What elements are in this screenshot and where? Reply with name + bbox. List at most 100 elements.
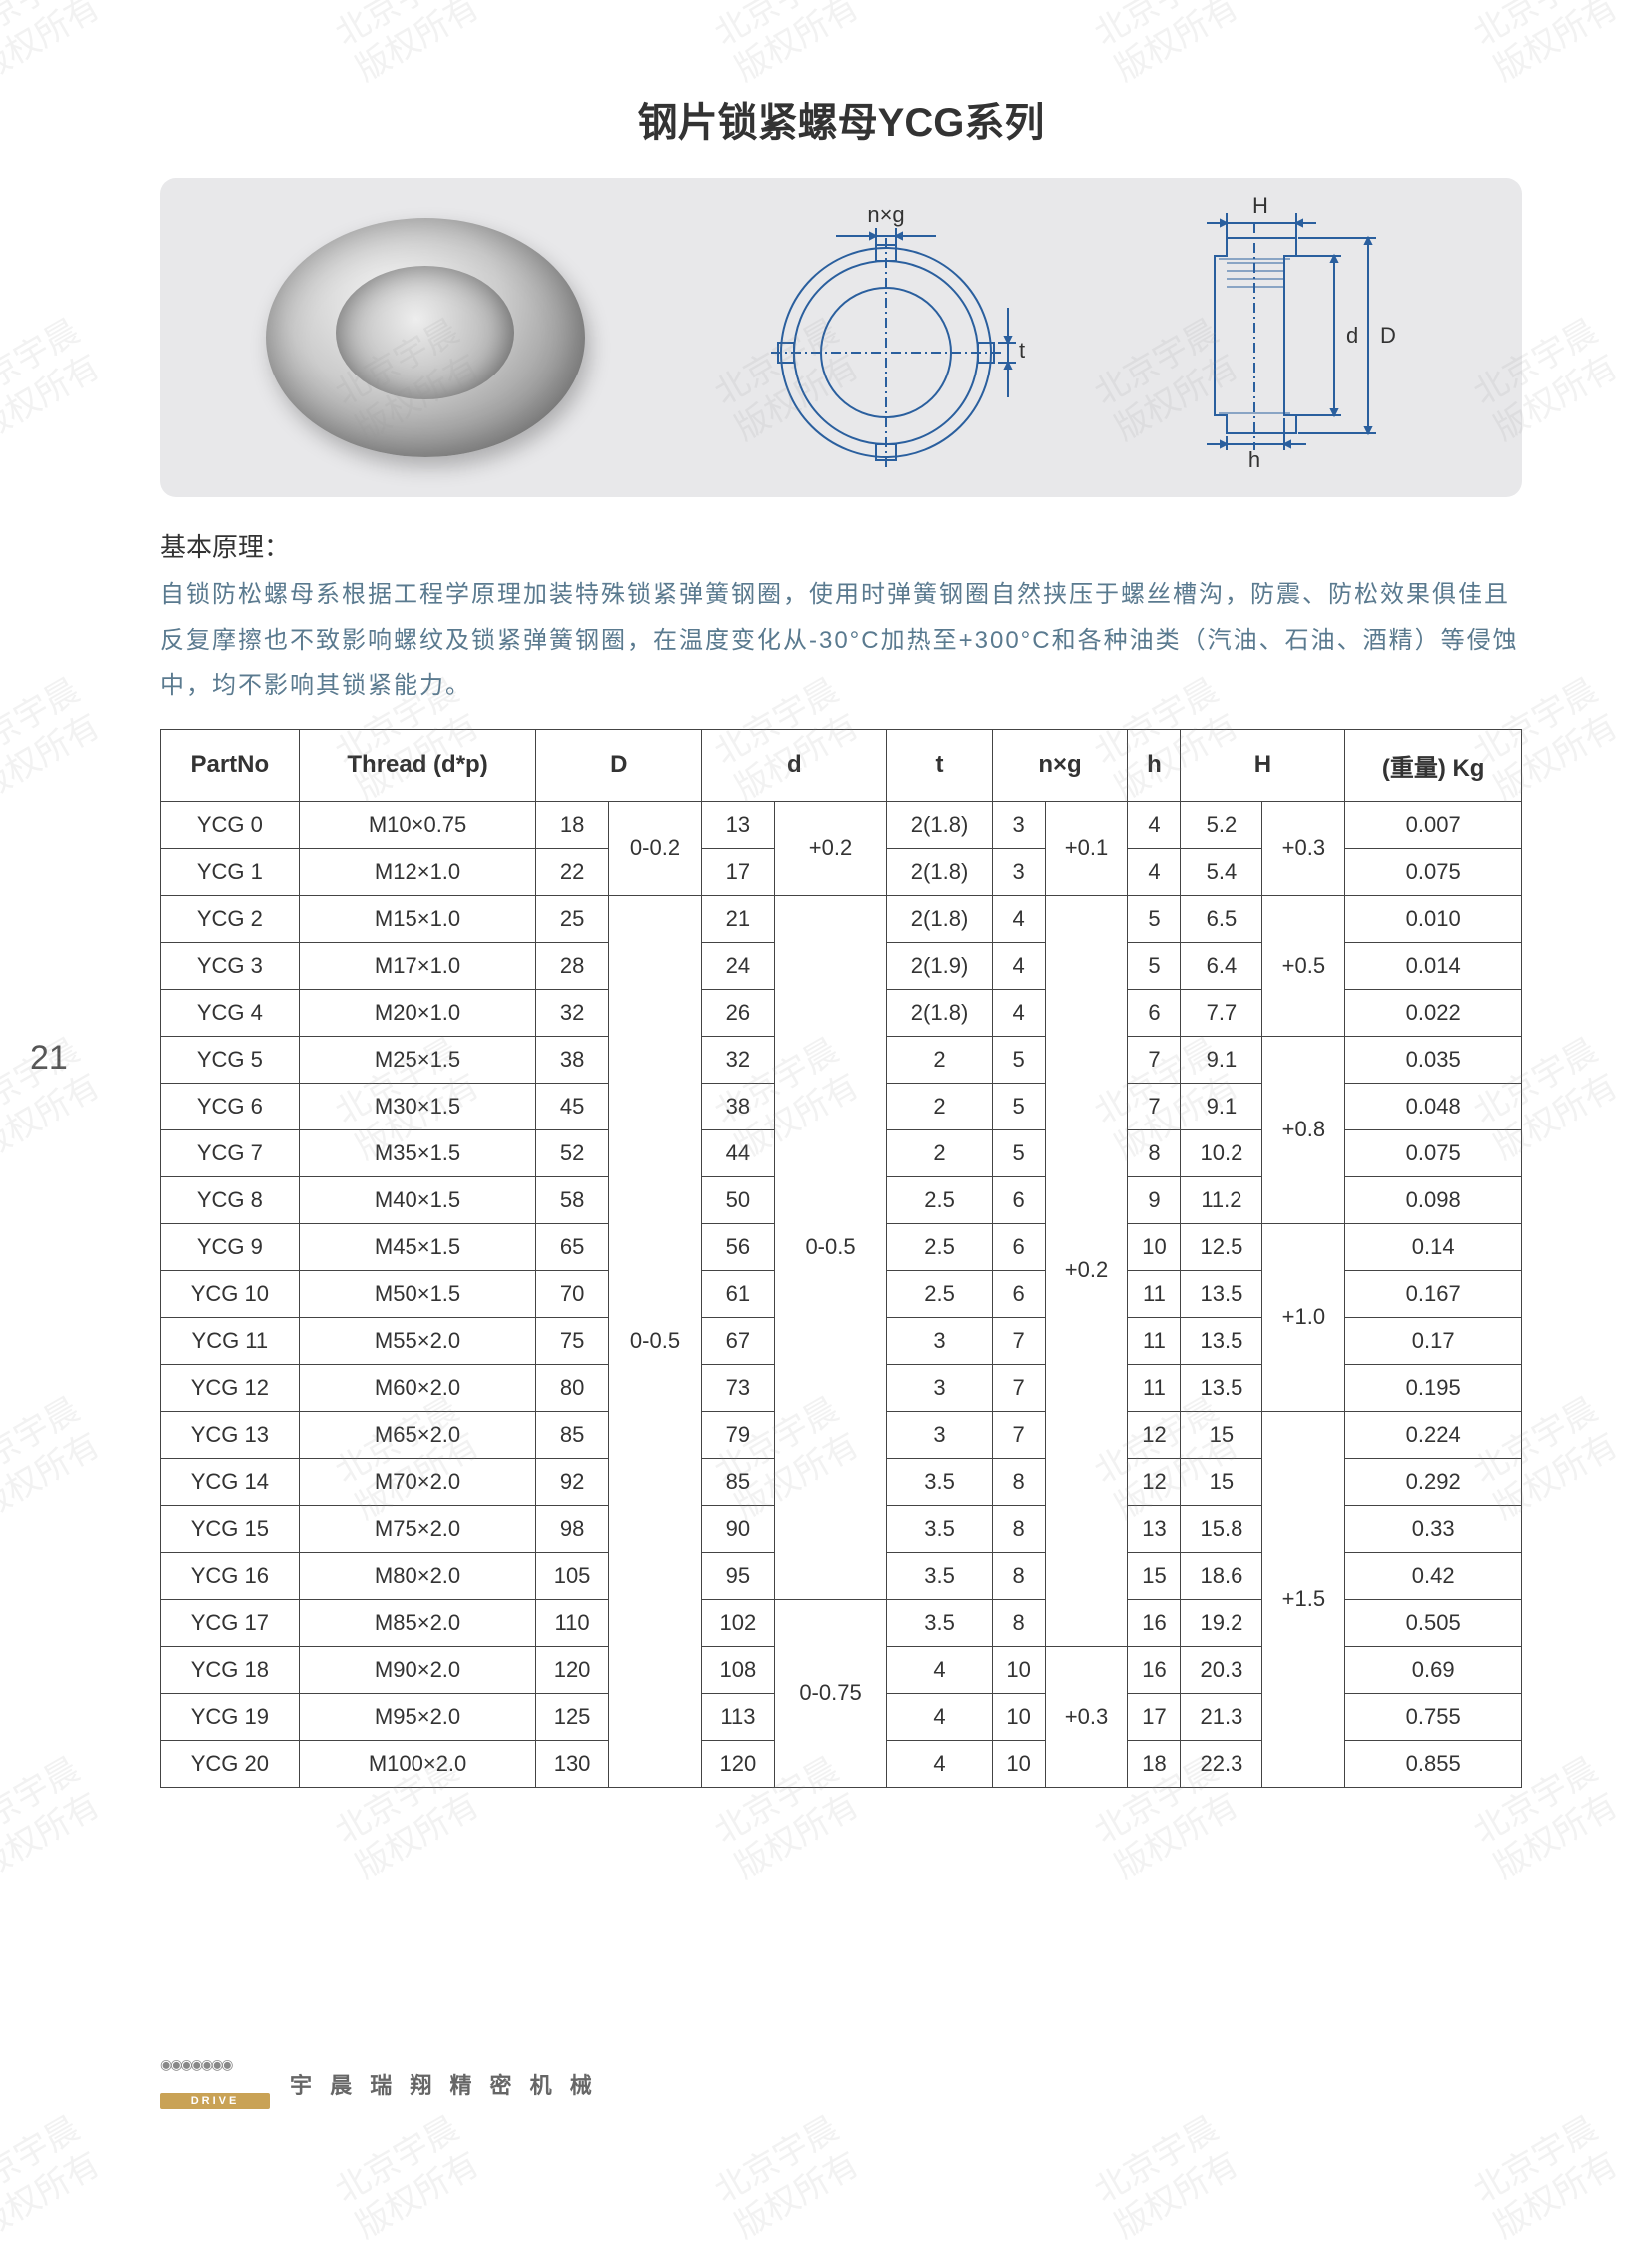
table-cell: 3.5: [887, 1458, 992, 1505]
table-cell: 17: [1128, 1693, 1181, 1740]
side-view-diagram: H h d D: [1187, 193, 1416, 482]
table-cell: 9: [1128, 1176, 1181, 1223]
table-cell: 22: [536, 848, 608, 895]
table-cell: 0-0.75: [774, 1599, 887, 1787]
th-H: H: [1181, 729, 1345, 801]
table-cell: 0.075: [1345, 848, 1522, 895]
table-row: YCG 0M10×0.75180-0.213+0.22(1.8)3+0.145.…: [161, 801, 1522, 848]
table-cell: 0.048: [1345, 1083, 1522, 1129]
table-cell: 28: [536, 942, 608, 989]
table-cell: 120: [536, 1646, 608, 1693]
table-cell: 4: [887, 1646, 992, 1693]
table-cell: 15: [1181, 1458, 1262, 1505]
table-cell: YCG 18: [161, 1646, 300, 1693]
table-cell: 10: [1128, 1223, 1181, 1270]
table-cell: 56: [702, 1223, 774, 1270]
table-cell: +0.2: [774, 801, 887, 895]
table-cell: 26: [702, 989, 774, 1036]
th-t: t: [887, 729, 992, 801]
table-cell: 4: [1128, 801, 1181, 848]
watermark: 北京宇晨 版权所有: [1088, 2108, 1246, 2247]
table-cell: 3: [887, 1411, 992, 1458]
table-cell: 3.5: [887, 1552, 992, 1599]
diagram-panel: n×g t: [160, 178, 1522, 497]
table-cell: 92: [536, 1458, 608, 1505]
table-cell: 0.855: [1345, 1740, 1522, 1787]
table-cell: +0.3: [1262, 801, 1345, 895]
watermark: 北京宇晨 版权所有: [708, 2108, 867, 2247]
table-cell: 9.1: [1181, 1083, 1262, 1129]
table-cell: 52: [536, 1129, 608, 1176]
label-d: d: [1346, 323, 1358, 348]
table-cell: 79: [702, 1411, 774, 1458]
watermark: 北京宇晨 版权所有: [329, 2108, 487, 2247]
table-cell: YCG 0: [161, 801, 300, 848]
table-cell: YCG 1: [161, 848, 300, 895]
table-cell: YCG 7: [161, 1129, 300, 1176]
label-H: H: [1252, 193, 1268, 218]
table-cell: YCG 2: [161, 895, 300, 942]
table-cell: M90×2.0: [299, 1646, 536, 1693]
footer-company: 宇 晨 瑞 翔 精 密 机 械: [290, 2068, 598, 2100]
table-cell: 20.3: [1181, 1646, 1262, 1693]
table-cell: 2(1.9): [887, 942, 992, 989]
table-cell: 0.035: [1345, 1036, 1522, 1083]
table-cell: 90: [702, 1505, 774, 1552]
table-cell: 8: [992, 1552, 1045, 1599]
table-cell: 10.2: [1181, 1129, 1262, 1176]
table-cell: YCG 19: [161, 1693, 300, 1740]
table-cell: 125: [536, 1693, 608, 1740]
table-cell: M80×2.0: [299, 1552, 536, 1599]
table-cell: M55×2.0: [299, 1317, 536, 1364]
table-cell: M85×2.0: [299, 1599, 536, 1646]
table-cell: 2(1.8): [887, 801, 992, 848]
table-cell: 13: [702, 801, 774, 848]
table-cell: 11: [1128, 1270, 1181, 1317]
watermark: 北京宇晨 版权所有: [1467, 2108, 1626, 2247]
table-cell: 3: [887, 1364, 992, 1411]
table-cell: 24: [702, 942, 774, 989]
table-cell: 4: [992, 989, 1045, 1036]
table-cell: 5: [992, 1036, 1045, 1083]
table-cell: 2: [887, 1083, 992, 1129]
table-cell: YCG 12: [161, 1364, 300, 1411]
th-nxg: n×g: [992, 729, 1128, 801]
th-d: d: [702, 729, 887, 801]
nut-photo: [266, 218, 585, 457]
table-cell: 0.69: [1345, 1646, 1522, 1693]
table-cell: 5.2: [1181, 801, 1262, 848]
table-cell: 17: [702, 848, 774, 895]
table-cell: 9.1: [1181, 1036, 1262, 1083]
table-cell: 19.2: [1181, 1599, 1262, 1646]
table-cell: 0.42: [1345, 1552, 1522, 1599]
table-cell: 13.5: [1181, 1317, 1262, 1364]
table-cell: M50×1.5: [299, 1270, 536, 1317]
table-cell: YCG 9: [161, 1223, 300, 1270]
table-cell: 0.195: [1345, 1364, 1522, 1411]
table-cell: YCG 15: [161, 1505, 300, 1552]
table-cell: 44: [702, 1129, 774, 1176]
table-cell: M17×1.0: [299, 942, 536, 989]
table-cell: YCG 6: [161, 1083, 300, 1129]
table-cell: 4: [887, 1740, 992, 1787]
table-cell: 0.14: [1345, 1223, 1522, 1270]
table-cell: M70×2.0: [299, 1458, 536, 1505]
table-cell: 21.3: [1181, 1693, 1262, 1740]
table-cell: 6: [992, 1223, 1045, 1270]
table-cell: 0.075: [1345, 1129, 1522, 1176]
table-cell: 113: [702, 1693, 774, 1740]
logo-text: DRIVE: [160, 2093, 270, 2109]
table-cell: 0-0.2: [608, 801, 702, 895]
table-cell: M65×2.0: [299, 1411, 536, 1458]
table-cell: 38: [702, 1083, 774, 1129]
table-cell: 8: [992, 1458, 1045, 1505]
table-cell: M60×2.0: [299, 1364, 536, 1411]
table-header-row: PartNo Thread (d*p) D d t n×g h H (重量) K…: [161, 729, 1522, 801]
table-cell: 7: [992, 1364, 1045, 1411]
principle-label: 基本原理：: [160, 527, 1522, 564]
table-cell: 13.5: [1181, 1364, 1262, 1411]
table-cell: 12: [1128, 1411, 1181, 1458]
spec-table: PartNo Thread (d*p) D d t n×g h H (重量) K…: [160, 729, 1522, 1788]
table-cell: 58: [536, 1176, 608, 1223]
table-cell: 67: [702, 1317, 774, 1364]
